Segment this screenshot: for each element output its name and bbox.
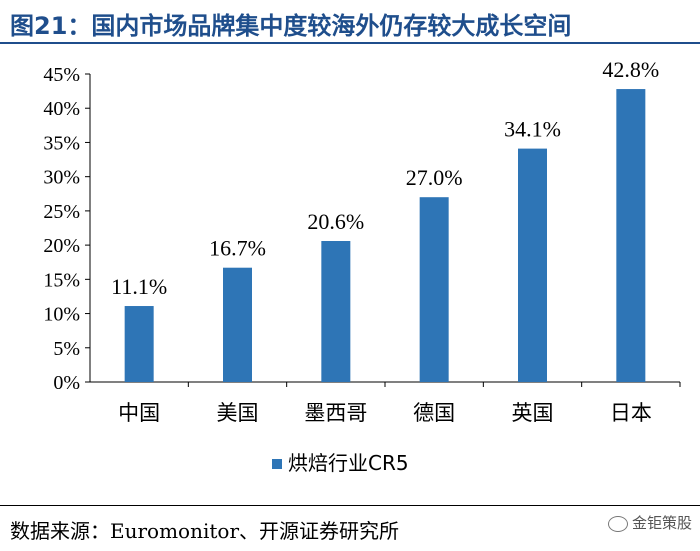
x-tick-label: 日本 xyxy=(610,401,652,425)
bar xyxy=(321,241,351,382)
footer-divider xyxy=(0,505,700,506)
title-bar: 图21：国内市场品牌集中度较海外仍存较大成长空间 xyxy=(0,0,700,44)
bar xyxy=(223,267,252,382)
data-label: 34.1% xyxy=(504,117,561,142)
legend-swatch xyxy=(272,459,282,469)
wechat-icon xyxy=(607,515,628,532)
y-tick-label: 45% xyxy=(43,64,80,86)
data-label: 11.1% xyxy=(111,274,167,299)
y-tick-label: 35% xyxy=(43,132,80,154)
y-tick-label: 40% xyxy=(43,98,80,120)
watermark-text: 金钜策股 xyxy=(631,514,692,532)
watermark: 金钜策股 xyxy=(607,512,692,533)
data-label: 20.6% xyxy=(307,209,364,234)
data-label: 42.8% xyxy=(602,57,659,82)
bar xyxy=(419,197,449,382)
y-tick-label: 20% xyxy=(43,235,80,257)
y-tick-label: 25% xyxy=(43,201,80,223)
legend-label: 烘焙行业CR5 xyxy=(288,451,409,475)
x-tick-label: 中国 xyxy=(118,401,160,425)
x-tick-label: 英国 xyxy=(512,401,554,425)
x-tick-label: 美国 xyxy=(217,401,259,425)
y-tick-label: 30% xyxy=(43,167,80,189)
bar xyxy=(124,306,154,382)
bar-chart: 0% 5% 10% 15% 20% 25% 30% 35% 40% 45% 11.1% 中国 16.7%… xyxy=(43,57,681,475)
y-tick-label: 0% xyxy=(53,372,80,394)
chart-title: 图21：国内市场品牌集中度较海外仍存较大成长空间 xyxy=(10,12,572,40)
data-label: 27.0% xyxy=(406,165,463,190)
x-tick-label: 德国 xyxy=(413,401,455,425)
data-label: 16.7% xyxy=(209,236,266,261)
source-note: 数据来源：Euromonitor、开源证券研究所 xyxy=(10,519,400,543)
y-tick-label: 5% xyxy=(53,338,80,360)
y-tick-label: 10% xyxy=(43,304,80,326)
x-tick-label: 墨西哥 xyxy=(304,401,367,425)
bar xyxy=(518,148,547,382)
y-tick-label: 15% xyxy=(43,269,80,291)
bar xyxy=(616,89,646,383)
